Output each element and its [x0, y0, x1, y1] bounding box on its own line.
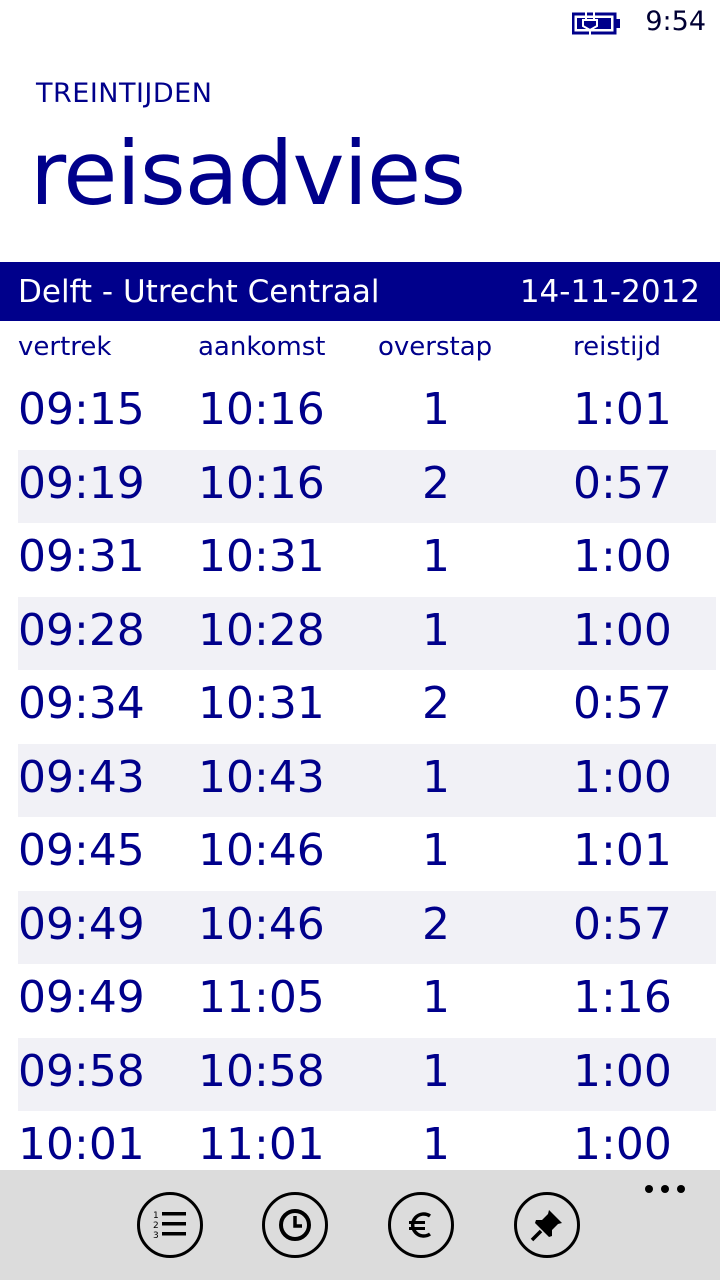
- trip-row[interactable]: 09:49 10:46 2 0:57: [18, 890, 716, 964]
- status-time: 9:54: [645, 6, 706, 37]
- departure-time: 09:34: [18, 678, 145, 729]
- transfer-count: 2: [422, 678, 450, 729]
- trip-row[interactable]: 09:28 10:28 1 1:00: [18, 596, 716, 670]
- pin-icon: [530, 1210, 562, 1242]
- travel-duration: 1:01: [573, 825, 672, 876]
- departure-time: 09:19: [18, 457, 145, 509]
- arrival-time: 11:01: [198, 1119, 325, 1170]
- price-button[interactable]: [388, 1192, 454, 1258]
- transfer-count: 2: [422, 457, 450, 509]
- departure-time: 09:28: [18, 604, 145, 656]
- arrival-time: 10:46: [198, 825, 325, 876]
- arrival-time: 11:05: [198, 972, 325, 1023]
- travel-duration: 1:00: [573, 1119, 672, 1170]
- arrival-time: 10:31: [198, 678, 325, 729]
- arrival-time: 10:46: [198, 898, 325, 950]
- trip-row[interactable]: 09:34 10:31 2 0:57: [18, 670, 716, 744]
- trip-row[interactable]: 09:15 10:16 1 1:01: [18, 376, 716, 450]
- travel-duration: 1:00: [573, 751, 672, 803]
- app-bar: 1 2 3: [0, 1170, 720, 1280]
- numbered-list-icon: 1 2 3: [153, 1211, 186, 1241]
- transfer-count: 1: [422, 1119, 450, 1170]
- transfer-count: 2: [422, 898, 450, 950]
- travel-duration: 0:57: [573, 678, 672, 729]
- travel-duration: 1:00: [573, 604, 672, 656]
- departure-time: 09:31: [18, 531, 145, 582]
- trip-row[interactable]: 09:58 10:58 1 1:00: [18, 1037, 716, 1111]
- clock-icon: [279, 1209, 311, 1241]
- transfer-count: 1: [422, 825, 450, 876]
- header-arrival: aankomst: [198, 332, 326, 362]
- svg-text:1: 1: [153, 1211, 159, 1221]
- trip-row[interactable]: 10:01 11:01 1 1:00: [18, 1111, 716, 1185]
- header-duration: reistijd: [573, 332, 662, 362]
- status-bar: 9:54: [0, 0, 720, 48]
- arrival-time: 10:16: [198, 457, 325, 509]
- travel-duration: 1:01: [573, 384, 672, 435]
- route-date: 14-11-2012: [519, 273, 700, 310]
- trip-list: 09:15 10:16 1 1:01 09:19 10:16 2 0:57 09…: [18, 376, 716, 1185]
- transfer-count: 1: [422, 972, 450, 1023]
- header-transfers: overstap: [378, 332, 493, 362]
- departure-time: 09:58: [18, 1045, 145, 1097]
- departure-time: 09:49: [18, 898, 145, 950]
- arrival-time: 10:43: [198, 751, 325, 803]
- travel-duration: 0:57: [573, 898, 672, 950]
- departure-time: 09:45: [18, 825, 145, 876]
- departure-time: 09:15: [18, 384, 145, 435]
- time-button[interactable]: [262, 1192, 328, 1258]
- trip-row[interactable]: 09:43 10:43 1 1:00: [18, 743, 716, 817]
- trip-row[interactable]: 09:45 10:46 1 1:01: [18, 817, 716, 891]
- euro-icon: [409, 1212, 432, 1238]
- trip-row[interactable]: 09:49 11:05 1 1:16: [18, 964, 716, 1038]
- app-title: TREINTIJDEN: [36, 78, 213, 109]
- travel-duration: 1:16: [573, 972, 672, 1023]
- departure-time: 09:43: [18, 751, 145, 803]
- svg-text:2: 2: [153, 1221, 159, 1231]
- transfer-count: 1: [422, 751, 450, 803]
- arrival-time: 10:16: [198, 384, 325, 435]
- battery-charging-icon: [572, 12, 620, 35]
- arrival-time: 10:28: [198, 604, 325, 656]
- travel-duration: 0:57: [573, 457, 672, 509]
- pin-button[interactable]: [514, 1192, 580, 1258]
- arrival-time: 10:31: [198, 531, 325, 582]
- page-title: reisadvies: [30, 122, 466, 225]
- trip-row[interactable]: 09:19 10:16 2 0:57: [18, 449, 716, 523]
- transfer-count: 1: [422, 384, 450, 435]
- header-departure: vertrek: [18, 332, 112, 362]
- list-button[interactable]: 1 2 3: [137, 1192, 203, 1258]
- trip-row[interactable]: 09:31 10:31 1 1:00: [18, 523, 716, 597]
- transfer-count: 1: [422, 1045, 450, 1097]
- svg-text:3: 3: [153, 1231, 159, 1241]
- travel-duration: 1:00: [573, 531, 672, 582]
- column-headers: vertrek aankomst overstap reistijd: [0, 330, 720, 370]
- ellipsis-icon[interactable]: [644, 1184, 686, 1194]
- departure-time: 10:01: [18, 1119, 145, 1170]
- arrival-time: 10:58: [198, 1045, 325, 1097]
- route-name: Delft - Utrecht Centraal: [18, 273, 380, 310]
- transfer-count: 1: [422, 604, 450, 656]
- route-bar: Delft - Utrecht Centraal 14-11-2012: [0, 262, 720, 321]
- transfer-count: 1: [422, 531, 450, 582]
- travel-duration: 1:00: [573, 1045, 672, 1097]
- departure-time: 09:49: [18, 972, 145, 1023]
